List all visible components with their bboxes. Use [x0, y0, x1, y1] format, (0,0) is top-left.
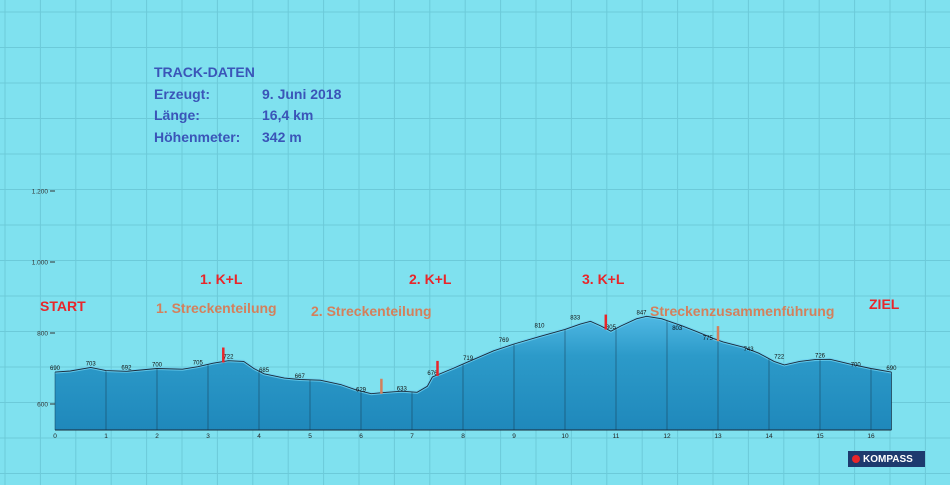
elevation-value-label: 769 — [499, 338, 510, 344]
elevation-value-label: 633 — [397, 386, 408, 392]
elevation-value-label: 803 — [672, 326, 683, 332]
elevation-value-label: 705 — [193, 361, 204, 367]
split-1-label: 1. Streckenteilung — [156, 300, 277, 316]
elevation-label: Höhenmeter: — [154, 128, 241, 145]
control-point-2-label: 2. K+L — [409, 271, 452, 287]
elevation-value-label: 700 — [152, 363, 163, 369]
x-tick-label: 10 — [561, 433, 569, 440]
x-axis: 0 1 2 3 4 5 6 7 8 9 10 11 12 13 14 15 16 — [53, 429, 892, 440]
track-info-elevation-row: Höhenmeter: 342 m — [154, 127, 341, 149]
split-2-label: 2. Streckenteilung — [311, 303, 432, 319]
x-tick-label: 11 — [613, 433, 620, 440]
elevation-value-label: 692 — [121, 365, 132, 371]
x-tick-label: 14 — [765, 433, 773, 440]
y-tick-label: 1.000 — [32, 260, 49, 267]
elevation-value-label: 775 — [703, 336, 714, 342]
logo-text: KOMPASS — [863, 453, 913, 465]
x-tick-label: 12 — [663, 433, 671, 440]
elevation-value-label: 847 — [636, 310, 647, 316]
created-value: 9. Juni 2018 — [262, 85, 342, 102]
length-label: Länge: — [154, 107, 200, 123]
kompass-logo: KOMPASS — [848, 451, 925, 467]
y-tick-label: 1.200 — [32, 189, 49, 196]
elevation-value-label: 685 — [259, 368, 270, 374]
y-tick-label: 600 — [37, 402, 48, 409]
profile-outline — [54, 315, 892, 395]
elevation-value-label: 629 — [356, 388, 367, 394]
elevation-value-label: 703 — [86, 361, 97, 367]
track-info-panel: TRACK-DATEN Erzeugt: 9. Juni 2018 Länge:… — [154, 62, 341, 148]
x-tick-label: 1 — [104, 433, 108, 440]
x-tick-label: 13 — [714, 433, 722, 440]
elevation-value-label: 690 — [886, 366, 897, 372]
y-axis: 600 800 1.000 1.200 — [32, 189, 55, 409]
x-tick-label: 4 — [257, 433, 261, 440]
x-tick-label: 2 — [155, 433, 159, 440]
elevation-value-label: 700 — [851, 363, 862, 369]
elevation-value-label: 719 — [463, 356, 474, 362]
value-labels: 690 703 692 700 705 722 685 667 629 633 676 719 769 8… — [50, 310, 897, 393]
profile-area — [54, 314, 892, 430]
x-tick-label: 16 — [867, 433, 875, 440]
compass-icon — [852, 455, 860, 463]
elevation-value-label: 676 — [427, 371, 438, 377]
x-tick-label: 9 — [512, 433, 516, 440]
x-tick-label: 5 — [308, 433, 312, 440]
elevation-value-label: 690 — [50, 366, 61, 372]
elevation-value-label: 667 — [295, 374, 306, 380]
elevation-value-label: 805 — [606, 325, 617, 331]
merge-label: Streckenzusammenführung — [650, 303, 835, 319]
elevation-value-label: 743 — [744, 347, 755, 353]
x-tick-label: 0 — [53, 433, 57, 440]
start-label: START — [40, 298, 86, 314]
x-tick-label: 6 — [359, 433, 363, 440]
length-value: 16,4 km — [262, 107, 314, 123]
x-tick-label: 7 — [410, 433, 414, 440]
elevation-value-label: 833 — [570, 315, 581, 321]
created-label: Erzeugt: — [154, 85, 210, 102]
control-point-1-label: 1. K+L — [200, 271, 243, 287]
track-info-heading: TRACK-DATEN — [154, 64, 255, 80]
elevation-value-label: 810 — [534, 323, 545, 329]
elevation-value-label: 722 — [774, 355, 785, 361]
track-info-created-row: Erzeugt: 9. Juni 2018 — [154, 84, 341, 106]
profile-fill — [55, 316, 892, 430]
track-info-length-row: Länge: 16,4 km — [154, 105, 341, 127]
y-tick-label: 800 — [37, 331, 48, 338]
elevation-value: 342 m — [262, 128, 302, 145]
control-point-3-label: 3. K+L — [582, 271, 625, 287]
event-marks — [222, 314, 720, 394]
elevation-value-label: 726 — [815, 353, 826, 359]
x-tick-label: 3 — [206, 433, 210, 440]
elevation-value-label: 722 — [223, 355, 234, 361]
x-tick-label: 15 — [816, 433, 824, 440]
finish-label: ZIEL — [869, 296, 900, 312]
x-tick-label: 8 — [461, 433, 465, 440]
